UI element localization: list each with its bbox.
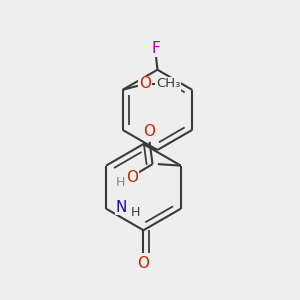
Text: O: O	[144, 124, 156, 139]
Text: O: O	[139, 76, 151, 92]
Text: O: O	[137, 256, 149, 271]
Text: H: H	[116, 176, 125, 189]
Text: H: H	[130, 206, 140, 219]
Text: CH₃: CH₃	[156, 77, 180, 90]
Text: F: F	[152, 41, 160, 56]
Text: N: N	[115, 200, 127, 215]
Text: O: O	[126, 170, 138, 185]
